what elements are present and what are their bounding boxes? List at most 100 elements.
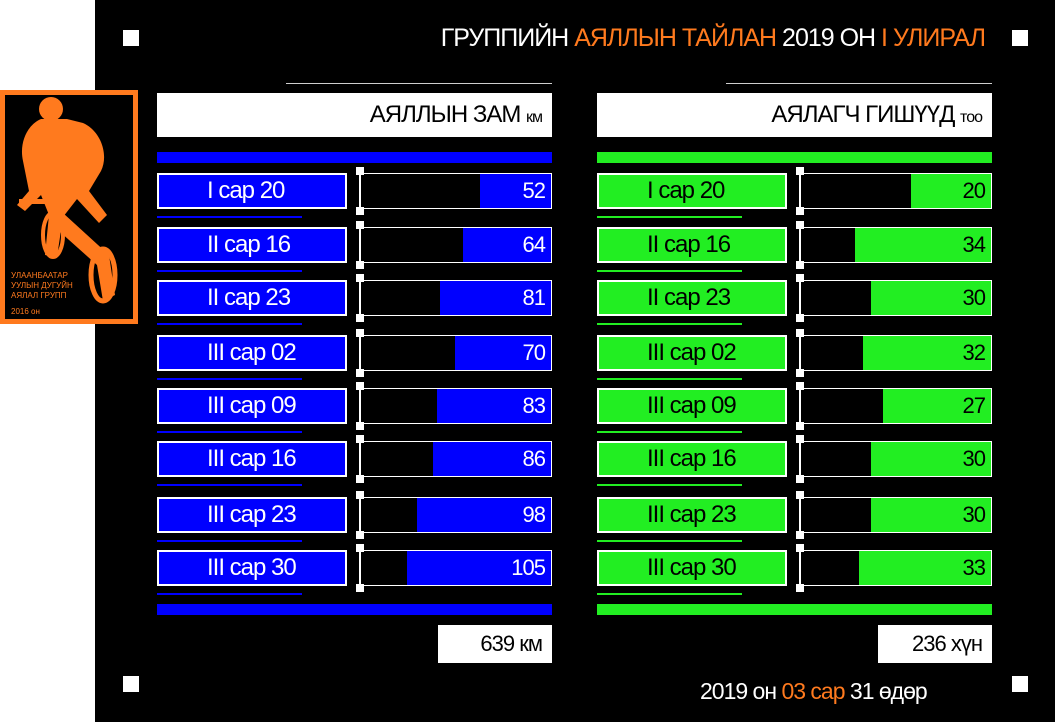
distance-bar-track: 98	[360, 497, 552, 533]
riders-bar-tick	[799, 547, 801, 589]
distance-bar-track: 105	[360, 550, 552, 586]
distance-bar-track: 86	[360, 441, 552, 477]
riders-bar-track: 30	[800, 280, 992, 316]
riders-bar-dot	[796, 382, 804, 390]
distance-bar-track: 70	[360, 335, 552, 371]
riders-chart-title: АЯЛАГЧ ГИШҮҮД тоо	[597, 93, 992, 137]
distance-total: 639 км	[438, 625, 552, 663]
distance-bar-dot	[356, 329, 364, 337]
date-part: он	[747, 678, 782, 704]
riders-bar-track: 32	[800, 335, 992, 371]
riders-bottom-bar	[597, 604, 992, 615]
distance-underline	[157, 593, 302, 595]
poster-line: АЯЛАЛ ГРУПП	[11, 291, 67, 300]
riders-bar-dot	[796, 221, 804, 229]
distance-bar: 83	[437, 389, 551, 423]
riders-title-text: АЯЛАГЧ ГИШҮҮД	[771, 101, 955, 128]
distance-underline	[157, 378, 302, 380]
distance-bar-tick	[359, 494, 361, 536]
distance-bar-dot	[356, 475, 364, 483]
riders-bar-tick	[799, 332, 801, 374]
riders-bar-dot	[796, 531, 804, 539]
riders-total: 236 хүн	[878, 625, 992, 663]
distance-bar-tick	[359, 385, 361, 427]
poster-year: 2016 он	[11, 307, 40, 316]
riders-bar-dot	[796, 274, 804, 282]
distance-bar-tick	[359, 277, 361, 319]
distance-underline	[157, 323, 302, 325]
corner-marker	[123, 30, 139, 46]
riders-underline	[597, 270, 742, 272]
distance-bar-track: 81	[360, 280, 552, 316]
riders-top-bar	[597, 152, 992, 163]
riders-underline	[597, 593, 742, 595]
distance-bar-tick	[359, 332, 361, 374]
date-month: 03 сар	[781, 678, 845, 704]
riders-bar-dot	[796, 207, 804, 215]
distance-chart-title: АЯЛЛЫН ЗАМ км	[157, 93, 552, 137]
distance-bar-tick	[359, 170, 361, 212]
distance-bar-dot	[356, 261, 364, 269]
report-title: ГРУППИЙН АЯЛЛЫН ТАЙЛАН 2019 ОН I УЛИРАЛ	[440, 24, 986, 53]
distance-category-label: I сар 20	[157, 173, 347, 209]
title-part: ГРУППИЙН	[440, 24, 575, 52]
riders-category-label: III сар 02	[597, 335, 787, 371]
riders-bar-tick	[799, 438, 801, 480]
corner-marker	[123, 676, 139, 692]
title-part: АЯЛЛЫН ТАЙЛАН	[574, 24, 777, 52]
distance-bar-tick	[359, 438, 361, 480]
riders-category-label: III сар 16	[597, 441, 787, 477]
riders-category-label: II сар 16	[597, 227, 787, 263]
distance-category-label: III сар 02	[157, 335, 347, 371]
date-year: 2019	[700, 678, 748, 704]
riders-bar-tick	[799, 170, 801, 212]
poster-line: УЛААНБААТАР	[11, 271, 68, 280]
distance-underline	[157, 431, 302, 433]
riders-bar-dot	[796, 475, 804, 483]
riders-underline	[597, 540, 742, 542]
distance-category-label: II сар 23	[157, 280, 347, 316]
poster-line: УУЛЫН ДУГУЙН	[11, 281, 73, 290]
riders-bar-dot	[796, 435, 804, 443]
distance-bar-dot	[356, 422, 364, 430]
riders-category-label: II сар 23	[597, 280, 787, 316]
riders-bar-track: 30	[800, 441, 992, 477]
riders-category-label: III сар 09	[597, 388, 787, 424]
distance-top-bar	[157, 152, 552, 163]
riders-unit: тоо	[960, 109, 983, 126]
distance-category-label: III сар 16	[157, 441, 347, 477]
riders-bar: 34	[855, 228, 991, 262]
riders-bar: 20	[911, 174, 991, 208]
distance-bar: 64	[463, 228, 551, 262]
distance-category-label: III сар 09	[157, 388, 347, 424]
distance-underline	[157, 484, 302, 486]
divider	[286, 83, 552, 84]
title-part: 2019 ОН	[776, 24, 882, 52]
distance-bar-dot	[356, 221, 364, 229]
riders-bar-dot	[796, 329, 804, 337]
report-date: 2019 он 03 сар 31 өдөр	[700, 678, 928, 705]
distance-underline	[157, 270, 302, 272]
distance-bar-tick	[359, 224, 361, 266]
distance-bar-dot	[356, 274, 364, 282]
distance-bar-dot	[356, 491, 364, 499]
distance-bar: 81	[439, 281, 551, 315]
riders-underline	[597, 216, 742, 218]
riders-bar-tick	[799, 385, 801, 427]
riders-bar-track: 27	[800, 388, 992, 424]
riders-underline	[597, 378, 742, 380]
riders-bar-tick	[799, 224, 801, 266]
riders-bar-dot	[796, 422, 804, 430]
riders-category-label: I сар 20	[597, 173, 787, 209]
riders-bar-dot	[796, 491, 804, 499]
date-day: 31 өдөр	[844, 678, 928, 704]
riders-category-label: III сар 30	[597, 550, 787, 586]
distance-bar: 86	[433, 442, 551, 476]
distance-bar: 98	[416, 498, 551, 532]
riders-bar-dot	[796, 167, 804, 175]
riders-bar-dot	[796, 261, 804, 269]
riders-bar-dot	[796, 314, 804, 322]
riders-bar-track: 34	[800, 227, 992, 263]
distance-bar-track: 83	[360, 388, 552, 424]
corner-marker	[1012, 676, 1028, 692]
